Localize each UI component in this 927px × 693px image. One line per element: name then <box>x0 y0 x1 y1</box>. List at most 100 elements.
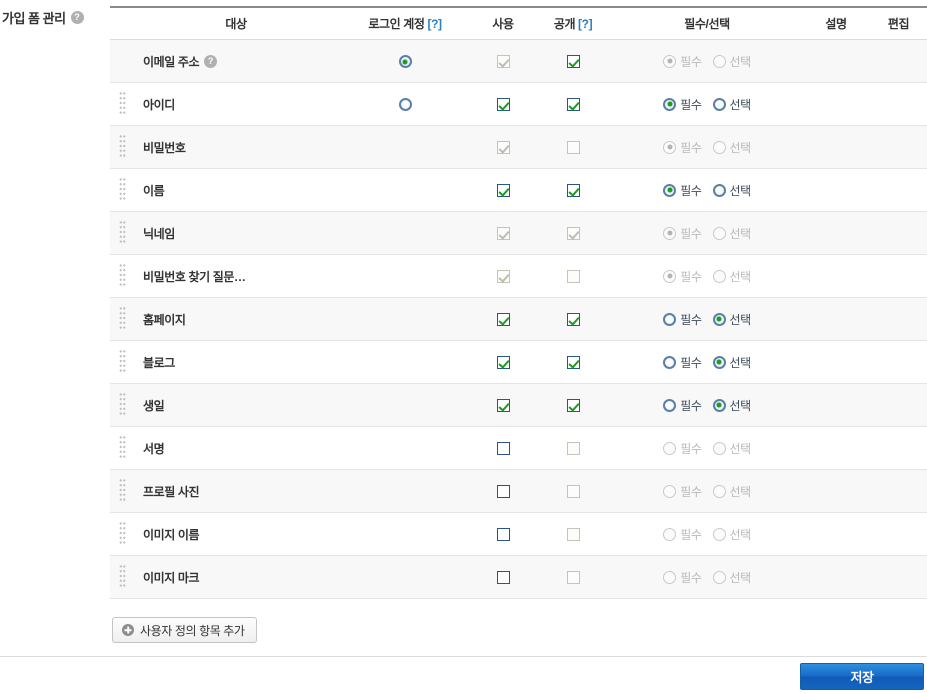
use-checkbox <box>496 270 510 284</box>
add-custom-field-button[interactable]: 사용자 정의 항목 추가 <box>112 617 257 643</box>
optional-option[interactable]: 선택 <box>712 354 752 371</box>
use-cell <box>472 39 534 83</box>
drag-handle-icon[interactable] <box>118 477 126 502</box>
use-checkbox[interactable] <box>496 356 510 370</box>
required-radio[interactable] <box>663 97 677 111</box>
use-checkbox[interactable] <box>496 399 510 413</box>
login-account-radio[interactable] <box>398 55 412 69</box>
use-checkbox[interactable] <box>496 98 510 112</box>
use-checkbox[interactable] <box>496 184 510 198</box>
field-name-cell: 프로필 사진 <box>134 469 338 513</box>
field-name-label: 서명 <box>143 441 165 456</box>
drag-handle-icon[interactable] <box>118 90 126 115</box>
table-header: 대상 로그인 계정 [?] 사용 공개 [?] 필수/선택 설명 편집 <box>110 6 927 40</box>
required-radio[interactable] <box>663 183 677 197</box>
use-checkbox[interactable] <box>496 485 510 499</box>
drag-handle-icon[interactable] <box>118 262 126 287</box>
required-optional-cell: 필수 선택 <box>612 469 802 513</box>
drag-handle-icon[interactable] <box>118 563 126 588</box>
required-optional-group: 필수 선택 <box>612 354 802 371</box>
optional-option: 선택 <box>712 225 751 242</box>
description-cell <box>802 125 870 169</box>
required-option[interactable]: 필수 <box>663 397 702 414</box>
required-radio[interactable] <box>663 312 677 326</box>
table-header-row: 대상 로그인 계정 [?] 사용 공개 [?] 필수/선택 설명 편집 <box>110 6 927 40</box>
help-circle-icon[interactable]: ? <box>204 54 218 68</box>
use-cell <box>472 512 534 556</box>
required-label: 필수 <box>680 527 702 542</box>
optional-label: 선택 <box>729 312 752 327</box>
row-drag-handle-cell <box>110 125 134 169</box>
drag-handle-icon[interactable] <box>118 305 126 330</box>
use-cell <box>472 297 534 341</box>
open-checkbox[interactable] <box>566 313 580 327</box>
optional-radio[interactable] <box>712 398 726 412</box>
open-checkbox[interactable] <box>566 55 580 69</box>
required-label: 필수 <box>680 54 702 69</box>
edit-cell <box>870 168 927 212</box>
use-checkbox[interactable] <box>496 528 510 542</box>
drag-handle-icon[interactable] <box>118 434 126 459</box>
drag-handle-icon[interactable] <box>118 520 126 545</box>
use-checkbox[interactable] <box>496 442 510 456</box>
login-account-cell <box>338 340 472 384</box>
login-account-cell <box>338 211 472 255</box>
open-help-link[interactable]: [?] <box>578 17 593 31</box>
required-optional-cell: 필수 선택 <box>612 254 802 298</box>
optional-option[interactable]: 선택 <box>712 182 751 199</box>
drag-handle-icon[interactable] <box>118 219 126 244</box>
field-name-wrapper: 닉네임 <box>143 225 338 242</box>
optional-radio[interactable] <box>712 97 726 111</box>
open-cell <box>534 254 612 298</box>
open-cell <box>534 211 612 255</box>
required-option[interactable]: 필수 <box>663 182 702 199</box>
required-option[interactable]: 필수 <box>663 354 702 371</box>
save-button[interactable]: 저장 <box>800 663 924 690</box>
drag-handle-icon[interactable] <box>118 348 126 373</box>
required-option[interactable]: 필수 <box>663 96 702 113</box>
open-checkbox[interactable] <box>566 184 580 198</box>
field-name-label: 비밀번호 <box>143 140 186 155</box>
required-optional-cell: 필수 선택 <box>612 39 802 83</box>
optional-label: 선택 <box>729 355 752 370</box>
optional-option: 선택 <box>712 569 751 586</box>
use-cell <box>472 426 534 470</box>
login-account-help-link[interactable]: [?] <box>427 17 442 31</box>
open-checkbox[interactable] <box>566 98 580 112</box>
optional-radio[interactable] <box>712 312 726 326</box>
field-name-cell: 아이디 <box>134 82 338 126</box>
required-radio[interactable] <box>663 398 677 412</box>
optional-option[interactable]: 선택 <box>712 311 752 328</box>
drag-handle-icon[interactable] <box>118 176 126 201</box>
optional-option[interactable]: 선택 <box>712 397 751 414</box>
edit-cell <box>870 297 927 341</box>
required-optional-group: 필수 선택 <box>612 53 802 70</box>
open-checkbox[interactable] <box>566 356 580 370</box>
required-radio[interactable] <box>663 355 677 369</box>
optional-option: 선택 <box>712 53 751 70</box>
required-label: 필수 <box>680 226 702 241</box>
open-checkbox <box>566 571 580 585</box>
drag-handle-icon[interactable] <box>118 133 126 158</box>
use-cell <box>472 469 534 513</box>
optional-radio[interactable] <box>712 183 726 197</box>
optional-option[interactable]: 선택 <box>712 96 751 113</box>
login-account-cell <box>338 383 472 427</box>
login-account-cell <box>338 168 472 212</box>
optional-radio <box>712 140 726 154</box>
optional-radio[interactable] <box>712 355 726 369</box>
login-account-radio[interactable] <box>398 98 412 112</box>
required-option[interactable]: 필수 <box>663 311 702 328</box>
required-label: 필수 <box>680 312 702 327</box>
drag-handle-icon[interactable] <box>118 391 126 416</box>
help-circle-icon[interactable]: ? <box>70 11 84 24</box>
login-account-cell <box>338 426 472 470</box>
required-optional-cell: 필수 선택 <box>612 512 802 556</box>
optional-label: 선택 <box>729 140 752 155</box>
use-checkbox[interactable] <box>496 313 510 327</box>
description-cell <box>802 168 870 212</box>
required-radio <box>663 484 677 498</box>
open-checkbox[interactable] <box>566 399 580 413</box>
use-checkbox[interactable] <box>496 571 510 585</box>
column-header-handle <box>110 6 134 40</box>
